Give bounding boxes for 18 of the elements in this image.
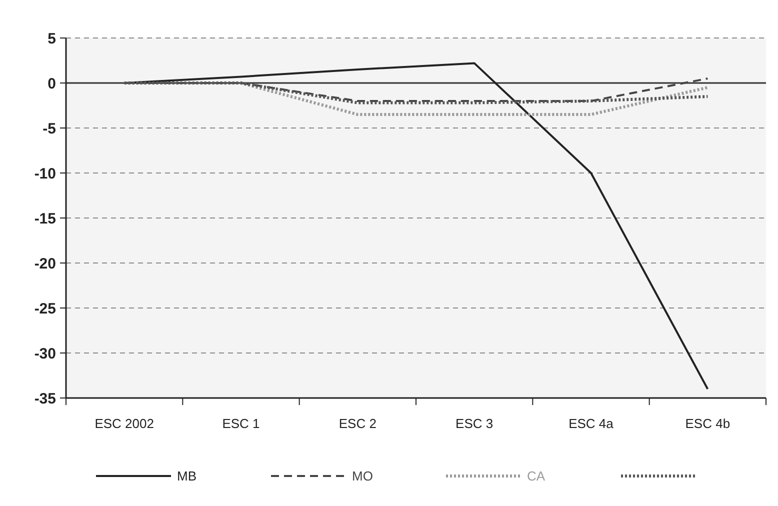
x-tick-label: ESC 3 <box>456 416 494 431</box>
y-tick-label: 5 <box>48 30 56 48</box>
y-tick-label: -10 <box>34 165 56 182</box>
text: MO <box>352 468 373 484</box>
y-tick-label: -5 <box>42 120 56 138</box>
y-tick-label: 0 <box>48 75 56 92</box>
text: MB <box>177 468 196 484</box>
y-tick-label: -20 <box>34 255 56 272</box>
x-tick-label: ESC 1 <box>222 416 260 431</box>
y-tick-label: -25 <box>34 300 56 318</box>
x-tick-label: ESC 2002 <box>94 416 154 431</box>
x-tick-label: ESC 2 <box>338 416 376 431</box>
y-tick-label: -35 <box>34 390 56 408</box>
x-tick-label: ESC 4b <box>685 416 730 431</box>
x-tick-label: ESC 4a <box>568 416 614 431</box>
y-tick-label: -15 <box>34 210 56 228</box>
y-tick-label: -30 <box>34 345 56 362</box>
text: CA <box>527 468 546 484</box>
